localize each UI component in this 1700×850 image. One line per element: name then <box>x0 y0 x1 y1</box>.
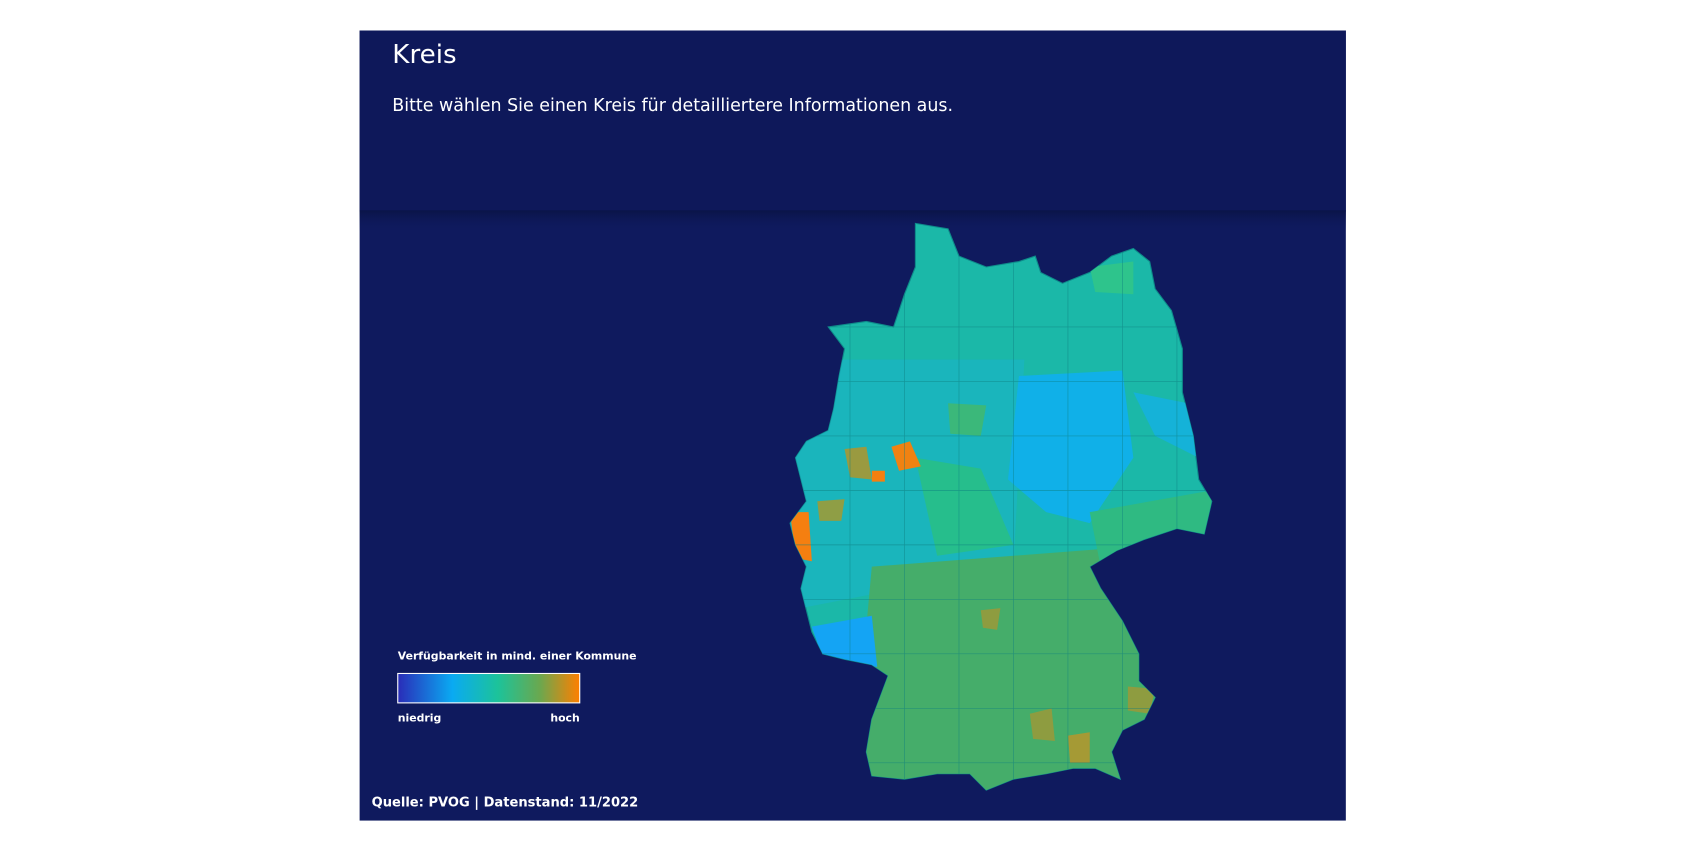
legend-low: niedrig <box>398 711 442 724</box>
germany-map[interactable] <box>789 218 1213 806</box>
source: Quelle: PVOG | Datenstand: 11/2022 <box>372 795 639 810</box>
header-band <box>359 30 1346 212</box>
legend-gradient <box>397 672 581 704</box>
header-shadow <box>359 210 1346 233</box>
legend-high: hoch <box>550 711 579 724</box>
legend-title: Verfügbarkeit in mind. einer Kommune <box>398 649 637 662</box>
subtitle: Bitte wählen Sie einen Kreis für detaill… <box>392 96 953 116</box>
title: Kreis <box>392 40 456 70</box>
